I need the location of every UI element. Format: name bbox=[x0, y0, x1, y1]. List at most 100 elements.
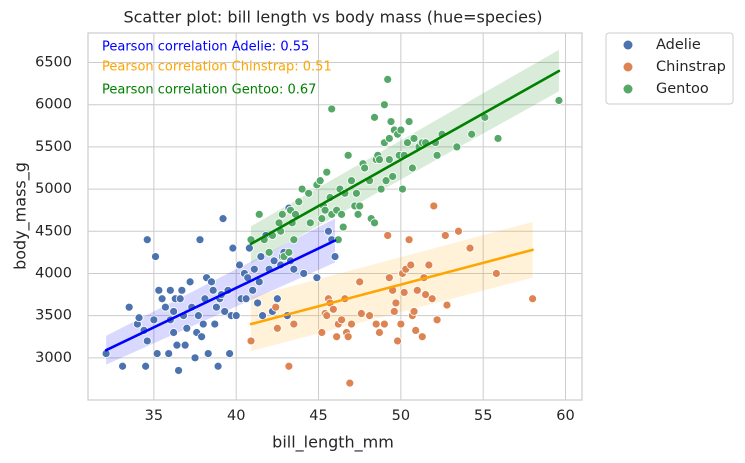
data-point-chinstrap bbox=[404, 235, 414, 245]
x-axis-title: bill_length_mm bbox=[272, 433, 394, 453]
data-point-adelie bbox=[151, 252, 160, 261]
data-point-gentoo bbox=[452, 142, 462, 152]
regression-line-gentoo bbox=[249, 69, 561, 246]
plot-area: Pearson correlation Adelie: 0.55 Pearson… bbox=[87, 32, 583, 401]
x-tick-label: 60 bbox=[556, 408, 574, 424]
data-point-chinstrap bbox=[389, 307, 399, 316]
y-tick-label: 5000 bbox=[35, 181, 72, 197]
data-point-chinstrap bbox=[409, 307, 419, 316]
data-point-gentoo bbox=[398, 184, 407, 194]
y-axis-title: body_mass_g bbox=[11, 162, 31, 270]
data-point-adelie bbox=[180, 340, 190, 350]
data-point-gentoo bbox=[384, 155, 394, 164]
data-point-adelie bbox=[154, 285, 164, 295]
legend-marker-chinstrap bbox=[623, 62, 633, 72]
data-point-gentoo bbox=[383, 75, 393, 84]
data-point-gentoo bbox=[315, 176, 325, 186]
data-point-chinstrap bbox=[284, 361, 294, 371]
data-point-gentoo bbox=[353, 209, 363, 219]
data-point-chinstrap bbox=[317, 328, 327, 337]
data-point-gentoo bbox=[297, 184, 307, 194]
data-point-adelie bbox=[157, 294, 167, 304]
data-point-chinstrap bbox=[411, 325, 421, 335]
y-tick-label: 6500 bbox=[35, 55, 72, 71]
data-point-chinstrap bbox=[322, 311, 332, 321]
data-point-gentoo bbox=[381, 176, 391, 186]
data-point-adelie bbox=[152, 349, 162, 358]
data-point-adelie bbox=[142, 235, 152, 245]
data-point-adelie bbox=[244, 243, 254, 253]
data-point-chinstrap bbox=[289, 319, 299, 329]
x-tick-label: 35 bbox=[145, 408, 163, 424]
data-point-adelie bbox=[195, 235, 205, 245]
data-point-adelie bbox=[218, 214, 228, 224]
x-tick-label: 45 bbox=[309, 408, 327, 424]
data-point-adelie bbox=[198, 319, 208, 329]
data-point-adelie bbox=[241, 294, 251, 304]
data-point-adelie bbox=[175, 294, 185, 304]
data-point-adelie bbox=[299, 269, 309, 278]
data-point-adelie bbox=[164, 349, 174, 358]
data-point-chinstrap bbox=[442, 300, 452, 310]
data-point-gentoo bbox=[396, 125, 406, 135]
data-point-adelie bbox=[165, 285, 175, 295]
x-tick-label: 55 bbox=[474, 408, 492, 424]
data-point-adelie bbox=[177, 285, 187, 295]
y-tick-label: 5500 bbox=[35, 139, 72, 155]
data-point-chinstrap bbox=[328, 304, 338, 314]
data-point-adelie bbox=[248, 285, 258, 295]
data-point-adelie bbox=[272, 294, 282, 304]
data-point-chinstrap bbox=[345, 378, 355, 388]
data-point-gentoo bbox=[355, 201, 365, 211]
chart-title: Scatter plot: bill length vs body mass (… bbox=[123, 8, 542, 27]
data-point-chinstrap bbox=[465, 243, 475, 253]
data-point-adelie bbox=[225, 349, 235, 358]
data-point-adelie bbox=[220, 307, 230, 316]
data-point-chinstrap bbox=[332, 332, 342, 342]
data-point-adelie bbox=[160, 302, 170, 312]
data-point-gentoo bbox=[386, 117, 396, 126]
data-point-chinstrap bbox=[246, 336, 256, 346]
regression-lines bbox=[104, 69, 561, 352]
data-point-chinstrap bbox=[396, 319, 406, 329]
data-point-chinstrap bbox=[365, 311, 374, 321]
data-point-adelie bbox=[193, 311, 203, 321]
legend-label-adelie: Adelie bbox=[656, 37, 701, 53]
data-point-gentoo bbox=[320, 205, 330, 215]
data-point-gentoo bbox=[554, 96, 564, 105]
x-tick-label: 40 bbox=[227, 408, 245, 424]
legend: Adelie Chinstrap Gentoo bbox=[605, 32, 734, 105]
data-point-chinstrap bbox=[343, 332, 353, 342]
data-point-gentoo bbox=[322, 167, 332, 177]
data-point-gentoo bbox=[327, 104, 337, 114]
data-point-chinstrap bbox=[337, 315, 346, 325]
data-point-gentoo bbox=[409, 134, 419, 143]
data-point-gentoo bbox=[338, 222, 348, 232]
data-point-gentoo bbox=[407, 163, 417, 173]
data-point-gentoo bbox=[388, 172, 398, 181]
data-point-chinstrap bbox=[406, 260, 416, 270]
data-point-chinstrap bbox=[427, 294, 437, 304]
data-point-chinstrap bbox=[379, 319, 389, 329]
data-point-chinstrap bbox=[355, 277, 365, 287]
data-point-gentoo bbox=[343, 150, 353, 160]
data-point-adelie bbox=[142, 336, 152, 346]
data-point-gentoo bbox=[337, 209, 346, 219]
correlation-annotation-gentoo: Pearson correlation Gentoo: 0.67 bbox=[102, 83, 316, 98]
y-tick-label: 6000 bbox=[35, 97, 72, 113]
data-point-gentoo bbox=[379, 100, 389, 110]
y-tick-label: 4000 bbox=[35, 265, 72, 281]
data-point-gentoo bbox=[317, 214, 327, 224]
data-point-chinstrap bbox=[424, 260, 434, 270]
y-tick-label: 3500 bbox=[35, 308, 72, 324]
data-point-adelie bbox=[124, 302, 134, 312]
data-point-gentoo bbox=[294, 197, 304, 207]
data-point-adelie bbox=[208, 285, 218, 295]
data-point-chinstrap bbox=[272, 323, 282, 333]
correlation-annotation-adelie: Pearson correlation Adelie: 0.55 bbox=[102, 40, 309, 55]
data-point-gentoo bbox=[289, 235, 299, 245]
data-point-chinstrap bbox=[383, 231, 393, 240]
legend-marker-gentoo bbox=[623, 84, 633, 94]
data-point-adelie bbox=[235, 260, 244, 270]
legend-label-chinstrap: Chinstrap bbox=[656, 59, 726, 75]
